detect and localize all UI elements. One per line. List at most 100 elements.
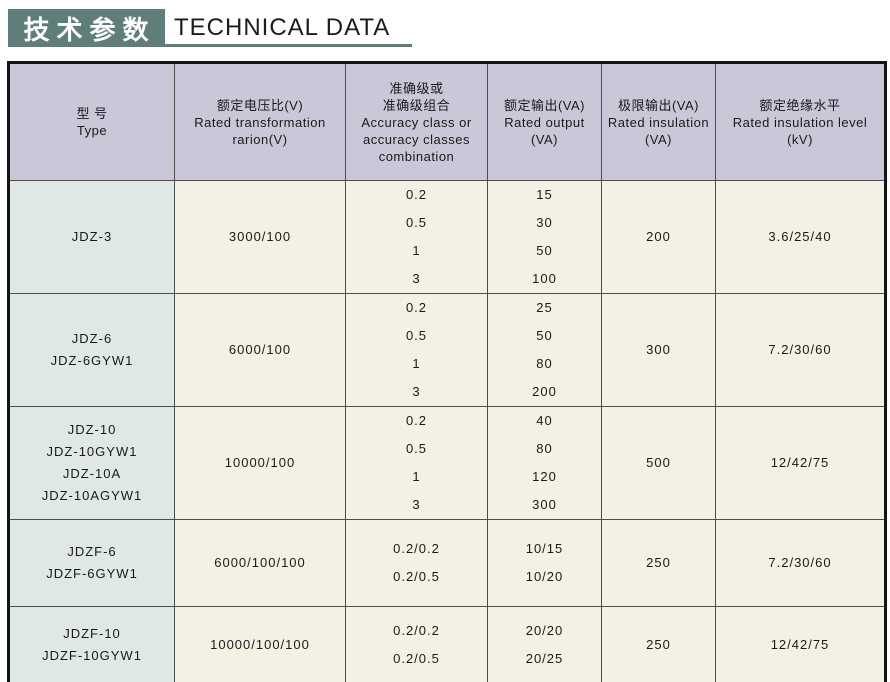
cell-type: JDZ-3 (8, 180, 175, 294)
column-header-line: Rated output (504, 114, 585, 130)
table-row: JDZ-10 JDZ-10GYW1 JDZ-10A JDZ-10AGYW1 10000/… (8, 406, 886, 520)
cell-output: 10/15 10/20 (487, 519, 602, 607)
column-header-line: 额定输出(VA) (503, 97, 586, 113)
cell-limit: 300 (601, 293, 716, 407)
cell-value: 10/15 (525, 541, 564, 556)
cell-value: 20/25 (525, 651, 564, 666)
cell-ratio: 10000/100/100 (174, 606, 346, 682)
cell-value: 0.2 (405, 300, 428, 315)
cell-value: 30 (536, 215, 553, 230)
cell-value: 6000/100 (228, 342, 292, 357)
column-header-line: 型 号 (76, 106, 108, 121)
cell-value: JDZ-10AGYW1 (41, 488, 143, 503)
cell-value: 40 (536, 413, 553, 428)
cell-value: 500 (646, 455, 671, 470)
cell-value: 0.2/0.5 (393, 569, 440, 584)
cell-value: JDZ-10 (67, 422, 117, 437)
cell-value: 0.5 (405, 441, 428, 456)
page-header: 技术参数 TECHNICAL DATA (8, 5, 890, 47)
table-head: 型 号 Type 额定电压比(V) Rated transformation rario… (8, 62, 886, 181)
cell-accuracy: 0.2/0.2 0.2/0.5 (345, 519, 488, 607)
cell-limit: 500 (601, 406, 716, 520)
cell-value: 3000/100 (228, 229, 292, 244)
cell-type: JDZ-10 JDZ-10GYW1 JDZ-10A JDZ-10AGYW1 (8, 406, 175, 520)
cell-value: 80 (536, 356, 553, 371)
table-row: JDZF-6 JDZF-6GYW1 6000/100/100 0.2/0.2 0.2/0… (8, 519, 886, 607)
column-header-line: 极限输出(VA) (617, 97, 700, 113)
cell-value: 10000/100 (224, 455, 296, 470)
column-header-line: rarion(V) (232, 131, 288, 147)
column-header-line: Rated insulation level (732, 114, 868, 130)
cell-value: JDZF-10 (63, 626, 121, 641)
table-header-row: 型 号 Type 额定电压比(V) Rated transformation rario… (8, 62, 886, 181)
column-header-output: 额定输出(VA) Rated output (VA) (487, 62, 602, 181)
cell-type: JDZF-6 JDZF-6GYW1 (8, 519, 175, 607)
cell-value: JDZ-6 (71, 331, 113, 346)
cell-output: 40 80 120 300 (487, 406, 602, 520)
cell-value: JDZ-10GYW1 (46, 444, 138, 459)
cell-value: 250 (646, 637, 671, 652)
cell-value: 7.2/30/60 (768, 342, 832, 357)
cell-accuracy: 0.2 0.5 1 3 (345, 180, 488, 294)
cell-value: 200 (532, 384, 557, 399)
cell-value: 3 (412, 384, 421, 399)
cell-insulation: 7.2/30/60 (715, 519, 886, 607)
page-title-en: TECHNICAL DATA (174, 14, 391, 41)
cell-value: 250 (646, 555, 671, 570)
cell-value: 7.2/30/60 (768, 555, 832, 570)
column-header-line: 准确级组合 (382, 97, 451, 113)
column-header-line: Rated insulation (607, 114, 710, 130)
table-body: JDZ-3 3000/100 0.2 0.5 1 3 15 30 50 100 200 3.6/25/… (8, 180, 886, 682)
cell-type: JDZF-10 JDZF-10GYW1 (8, 606, 175, 682)
cell-limit: 250 (601, 519, 716, 607)
cell-value: JDZF-10GYW1 (42, 648, 142, 663)
cell-value: 50 (536, 328, 553, 343)
cell-value: 1 (412, 356, 421, 371)
column-header-insulation: 额定绝缘水平 Rated insulation level (kV) (715, 62, 886, 181)
cell-value: 0.2/0.5 (393, 651, 440, 666)
cell-limit: 250 (601, 606, 716, 682)
column-header-line: (kV) (787, 131, 813, 147)
cell-value: JDZF-6 (67, 544, 117, 559)
cell-value: 10000/100/100 (210, 637, 310, 652)
cell-ratio: 10000/100 (174, 406, 346, 520)
cell-value: 1 (412, 243, 421, 258)
page-title-zh: 技术参数 (8, 9, 165, 47)
column-header-line: Type (76, 123, 108, 138)
cell-value: 1 (412, 469, 421, 484)
table-row: JDZ-6 JDZ-6GYW1 6000/100 0.2 0.5 1 3 25 50 80 200 3… (8, 293, 886, 407)
cell-value: 120 (532, 469, 557, 484)
cell-value: 3 (412, 271, 421, 286)
cell-value: JDZ-10A (62, 466, 122, 481)
column-header-accuracy: 准确级或 准确级组合 Accuracy class or accuracy class… (345, 62, 488, 181)
cell-value: 12/42/75 (770, 455, 830, 470)
column-header-line: Rated transformation (194, 114, 326, 130)
cell-output: 15 30 50 100 (487, 180, 602, 294)
cell-output: 25 50 80 200 (487, 293, 602, 407)
column-header-line: 额定电压比(V) (216, 97, 304, 113)
cell-value: 3.6/25/40 (768, 229, 832, 244)
cell-type: JDZ-6 JDZ-6GYW1 (8, 293, 175, 407)
column-header-ratio: 额定电压比(V) Rated transformation rarion(V) (174, 62, 346, 181)
column-header-limit: 极限输出(VA) Rated insulation (VA) (601, 62, 716, 181)
cell-value: 10/20 (525, 569, 564, 584)
cell-insulation: 12/42/75 (715, 606, 886, 682)
cell-value: 80 (536, 441, 553, 456)
cell-value: 300 (532, 497, 557, 512)
cell-value: 0.5 (405, 328, 428, 343)
column-header-type: 型 号 Type (8, 62, 175, 181)
cell-insulation: 12/42/75 (715, 406, 886, 520)
cell-insulation: 7.2/30/60 (715, 293, 886, 407)
table-row: JDZF-10 JDZF-10GYW1 10000/100/100 0.2/0.2 0.… (8, 606, 886, 682)
cell-value: JDZ-3 (71, 229, 113, 244)
cell-value: 0.2 (405, 413, 428, 428)
cell-value: 25 (536, 300, 553, 315)
cell-value: JDZ-6GYW1 (50, 353, 134, 368)
cell-value: 0.2 (405, 187, 428, 202)
cell-accuracy: 0.2 0.5 1 3 (345, 293, 488, 407)
cell-output: 20/20 20/25 (487, 606, 602, 682)
column-header-line: accuracy classes (363, 131, 470, 147)
cell-ratio: 6000/100 (174, 293, 346, 407)
cell-accuracy: 0.2 0.5 1 3 (345, 406, 488, 520)
